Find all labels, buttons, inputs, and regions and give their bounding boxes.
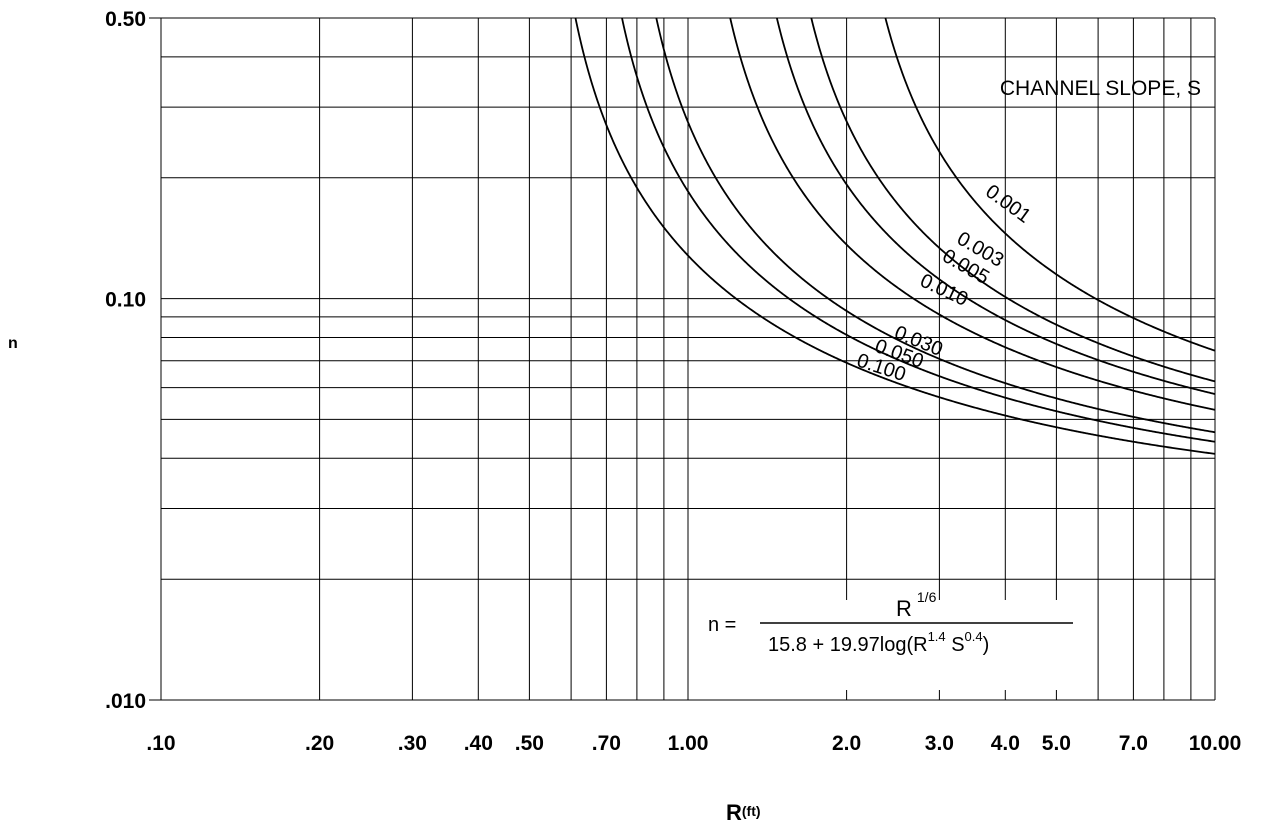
y-axis-label: n <box>8 335 18 352</box>
formula-den-exp2: 0.4 <box>965 629 983 644</box>
x-tick-label: .20 <box>305 732 334 755</box>
tick-labels: .10 .20 .30 .40 .50 .70 1.00 2.0 3.0 4.0 5.0 7.0 10.… <box>105 8 1241 755</box>
legend-title: CHANNEL SLOPE, S <box>1000 77 1201 100</box>
series-lines <box>574 18 1215 455</box>
x-tick-label: 10.00 <box>1189 732 1242 755</box>
formula-numerator: R 1/6 <box>896 589 937 621</box>
x-tick-label: .10 <box>146 732 175 755</box>
series-label-0.001: 0.001 <box>981 180 1034 227</box>
formula-den-a: 15.8 + 19.97log(R <box>768 634 928 656</box>
series-line-0.003 <box>810 18 1215 383</box>
x-axis-label-var: R <box>726 800 742 825</box>
x-tick-label: 4.0 <box>991 732 1020 755</box>
formula: n = R 1/6 15.8 + 19.97log(R1.4 S0.4) <box>700 589 1090 690</box>
series-line-0.050 <box>621 18 1215 443</box>
series-line-0.030 <box>655 18 1215 434</box>
formula-den-exp1: 1.4 <box>928 629 946 644</box>
x-tick-label: 2.0 <box>832 732 861 755</box>
x-tick-label: .40 <box>464 732 493 755</box>
x-tick-label: 7.0 <box>1119 732 1148 755</box>
formula-background <box>700 600 1090 690</box>
formula-denominator: 15.8 + 19.97log(R1.4 S0.4) <box>768 629 989 656</box>
x-tick-label: 3.0 <box>925 732 954 755</box>
x-tick-label: .30 <box>398 732 427 755</box>
formula-den-b: S <box>946 634 965 656</box>
x-tick-label: .70 <box>592 732 621 755</box>
series-line-0.001 <box>884 18 1215 352</box>
x-axis-label-unit: (ft) <box>742 803 761 819</box>
grid <box>149 17 1216 701</box>
formula-num-base: R <box>896 596 912 621</box>
formula-lhs: n = <box>708 614 736 636</box>
series-line-0.010 <box>729 18 1215 411</box>
y-tick-label: 0.10 <box>105 289 146 312</box>
formula-num-exp: 1/6 <box>917 589 937 605</box>
formula-den-c: ) <box>983 634 990 656</box>
series-line-0.005 <box>775 18 1215 395</box>
y-tick-label: 0.50 <box>105 8 146 31</box>
y-tick-label: .010 <box>105 690 146 713</box>
x-tick-label: .50 <box>515 732 544 755</box>
x-tick-label: 5.0 <box>1042 732 1071 755</box>
series-line-0.100 <box>574 18 1215 455</box>
x-tick-label: 1.00 <box>668 732 709 755</box>
x-axis-label: R(ft) <box>726 800 761 825</box>
